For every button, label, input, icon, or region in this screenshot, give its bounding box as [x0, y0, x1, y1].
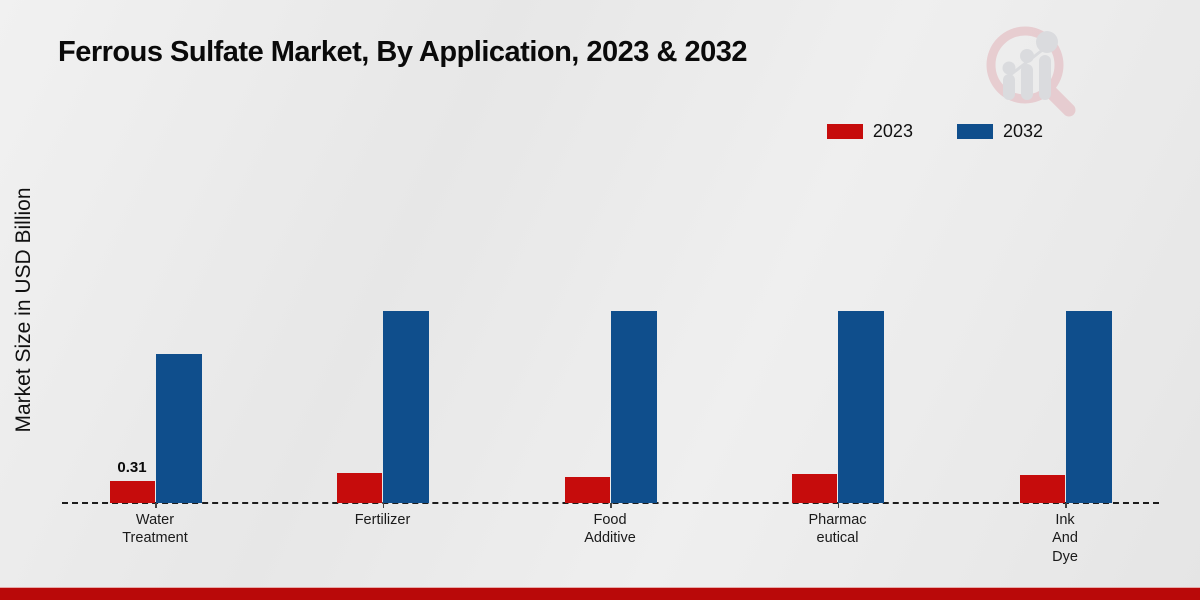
bar-2023-fertilizer	[337, 473, 382, 503]
legend: 2023 2032	[826, 121, 1043, 142]
bar-2032-water-treatment	[155, 353, 202, 503]
bar-value-label: 0.31	[117, 459, 147, 476]
legend-item-2023: 2023	[826, 121, 913, 142]
category-label-water-treatment: Water Treatment	[122, 512, 188, 547]
bar-2032-food-additive	[610, 311, 657, 503]
bar-2032-pharmaceutical	[838, 311, 884, 503]
bar-2032-fertilizer	[383, 311, 429, 503]
chart-title: Ferrous Sulfate Market, By Application, …	[58, 36, 748, 68]
y-axis-label: Market Size in USD Billion	[12, 187, 35, 433]
legend-label-2023: 2023	[872, 121, 913, 141]
bar-2032-ink-and-dye	[1065, 311, 1112, 503]
magnifier-chart-icon	[986, 26, 1076, 117]
x-axis-tick	[382, 503, 384, 508]
plot-area: 0.31	[62, 150, 1159, 508]
legend-swatch-2032	[956, 124, 993, 139]
bar-2023-ink-and-dye	[1019, 475, 1065, 503]
x-axis-tick	[155, 503, 157, 508]
legend-swatch-2023	[826, 124, 863, 139]
footer-accent-bar	[0, 587, 1200, 600]
category-label-fertilizer: Fertilizer	[354, 512, 411, 528]
legend-label-2032: 2032	[1002, 121, 1043, 141]
legend-item-2032: 2032	[956, 121, 1043, 142]
market-research-logo-watermark	[983, 24, 1078, 119]
x-axis-tick	[610, 503, 612, 508]
category-label-pharmaceutical: Pharmac eutical	[808, 512, 867, 547]
bar-2023-pharmaceutical	[792, 473, 837, 503]
x-axis-tick	[837, 503, 839, 508]
category-label-food-additive: Food Additive	[584, 512, 636, 547]
bar-2023-food-additive	[564, 476, 610, 503]
category-label-ink-and-dye: Ink And Dye	[1052, 512, 1078, 565]
bar-2023-water-treatment	[109, 481, 155, 503]
x-axis-tick	[1065, 503, 1067, 508]
